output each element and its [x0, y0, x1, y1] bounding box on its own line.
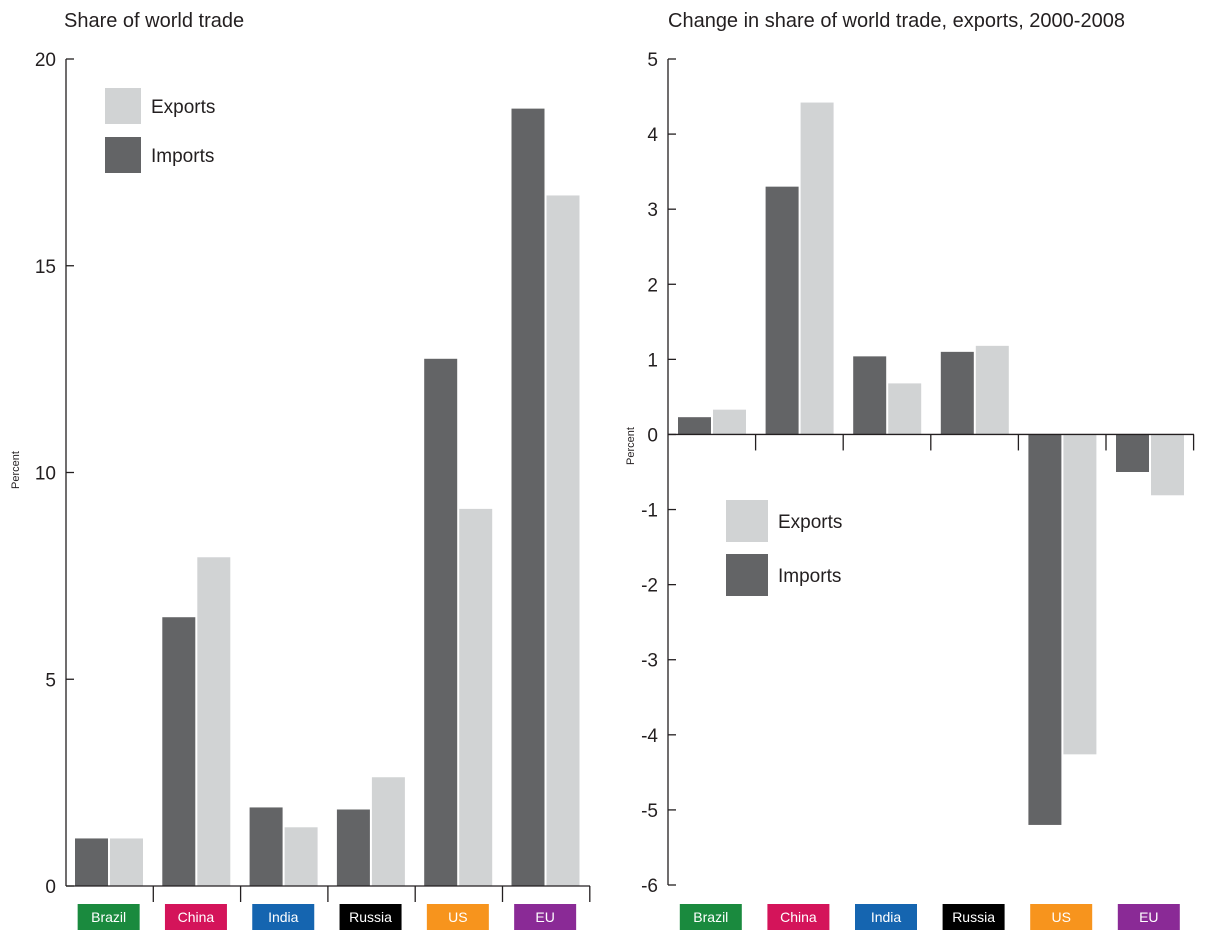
- y-tick-label: 0: [45, 877, 56, 898]
- bar-imports-brazil: [678, 417, 711, 435]
- category-label-brazil: Brazil: [693, 909, 728, 925]
- category-label-box-eu: [514, 904, 577, 930]
- bar-imports-russia: [940, 351, 974, 435]
- bar-exports-russia: [975, 345, 1009, 435]
- y-tick-label: 2: [647, 275, 658, 296]
- category-label-us: US: [448, 909, 467, 925]
- bar-exports-russia: [371, 777, 405, 886]
- category-label-box-india: [855, 904, 917, 930]
- chart-title: Change in share of world trade, exports,…: [668, 10, 1125, 32]
- bar-imports-russia: [336, 809, 370, 886]
- category-label-box-us: [426, 904, 489, 930]
- y-tick-label: -6: [641, 876, 658, 897]
- bar-imports-china: [162, 617, 196, 886]
- category-label-us: US: [1051, 909, 1070, 925]
- category-labels: Brazil China India Russia US EU: [77, 904, 577, 930]
- bar-imports-brazil: [75, 838, 108, 886]
- axes-group: -6 -5 -4 -3 -2 -1 0 1 2 3 4 5: [641, 50, 1195, 897]
- category-label-russia: Russia: [952, 909, 995, 925]
- bar-exports-us: [459, 508, 493, 886]
- bar-exports-us: [1063, 434, 1097, 755]
- bar-exports-china: [800, 102, 834, 435]
- legend-swatch-imports: [726, 554, 768, 596]
- y-tick-label: -5: [641, 801, 658, 822]
- bar-imports-eu: [1116, 434, 1149, 472]
- y-tick-label: 4: [647, 125, 658, 146]
- category-label-eu: EU: [1139, 909, 1158, 925]
- y-tick-label: -1: [641, 501, 658, 522]
- category-label-box-china: [164, 904, 227, 930]
- category-label-box-russia: [942, 904, 1005, 930]
- bar-exports-brazil: [713, 409, 746, 435]
- legend-label-exports: Exports: [778, 512, 842, 533]
- category-label-china: China: [780, 909, 817, 925]
- category-label-box-china: [767, 904, 830, 930]
- legend: Exports Imports: [105, 88, 215, 173]
- bar-exports-brazil: [110, 838, 143, 886]
- y-tick-label: 5: [647, 50, 658, 71]
- category-label-box-russia: [339, 904, 402, 930]
- bar-imports-india: [853, 356, 887, 435]
- legend-label-imports: Imports: [778, 566, 841, 587]
- axes-group: 0 5 10 15 20: [35, 50, 591, 902]
- bar-exports-eu: [546, 195, 580, 886]
- y-tick-label: -3: [641, 651, 658, 672]
- y-tick-label: 1: [647, 350, 658, 371]
- y-tick-label: -2: [641, 576, 658, 597]
- bar-exports-eu: [1151, 434, 1184, 496]
- y-tick-label: 5: [45, 670, 56, 691]
- legend-swatch-exports: [105, 88, 141, 124]
- bar-exports-india: [284, 827, 318, 886]
- category-label-russia: Russia: [349, 909, 392, 925]
- share-of-world-trade-chart: Share of world trade Percent 0 5 10 15 20 Ex…: [10, 10, 591, 930]
- bar-exports-india: [888, 383, 922, 435]
- category-label-china: China: [178, 909, 215, 925]
- category-labels: Brazil China India Russia US EU: [679, 904, 1180, 930]
- legend: Exports Imports: [726, 500, 842, 596]
- bar-imports-india: [249, 807, 283, 886]
- chart-title: Share of world trade: [64, 10, 244, 32]
- y-tick-label: -4: [641, 726, 658, 747]
- category-label-eu: EU: [535, 909, 554, 925]
- category-label-brazil: Brazil: [91, 909, 126, 925]
- y-axis-label: Percent: [10, 451, 22, 489]
- y-tick-label: 3: [647, 200, 658, 221]
- bar-exports-china: [197, 557, 231, 886]
- bar-imports-us: [424, 358, 458, 887]
- y-tick-label: 0: [647, 425, 658, 446]
- legend-label-exports: Exports: [151, 97, 215, 118]
- bar-imports-us: [1028, 434, 1062, 825]
- category-label-box-india: [252, 904, 315, 930]
- category-label-box-brazil: [77, 904, 140, 930]
- legend-swatch-imports: [105, 137, 141, 173]
- y-axis-label: Percent: [625, 427, 637, 465]
- category-label-box-eu: [1117, 904, 1180, 930]
- y-tick-label: 10: [35, 464, 56, 485]
- change-in-share-chart: Change in share of world trade, exports,…: [625, 10, 1195, 930]
- category-label-india: India: [871, 909, 902, 925]
- legend-swatch-exports: [726, 500, 768, 542]
- bar-imports-china: [765, 186, 799, 435]
- y-tick-label: 15: [35, 257, 56, 278]
- category-label-box-us: [1030, 904, 1093, 930]
- bar-imports-eu: [511, 108, 545, 887]
- category-label-india: India: [268, 909, 299, 925]
- bars-group: [678, 102, 1184, 825]
- legend-label-imports: Imports: [151, 146, 214, 167]
- bars-group: [75, 108, 580, 887]
- category-label-box-brazil: [679, 904, 742, 930]
- y-tick-label: 20: [35, 50, 56, 71]
